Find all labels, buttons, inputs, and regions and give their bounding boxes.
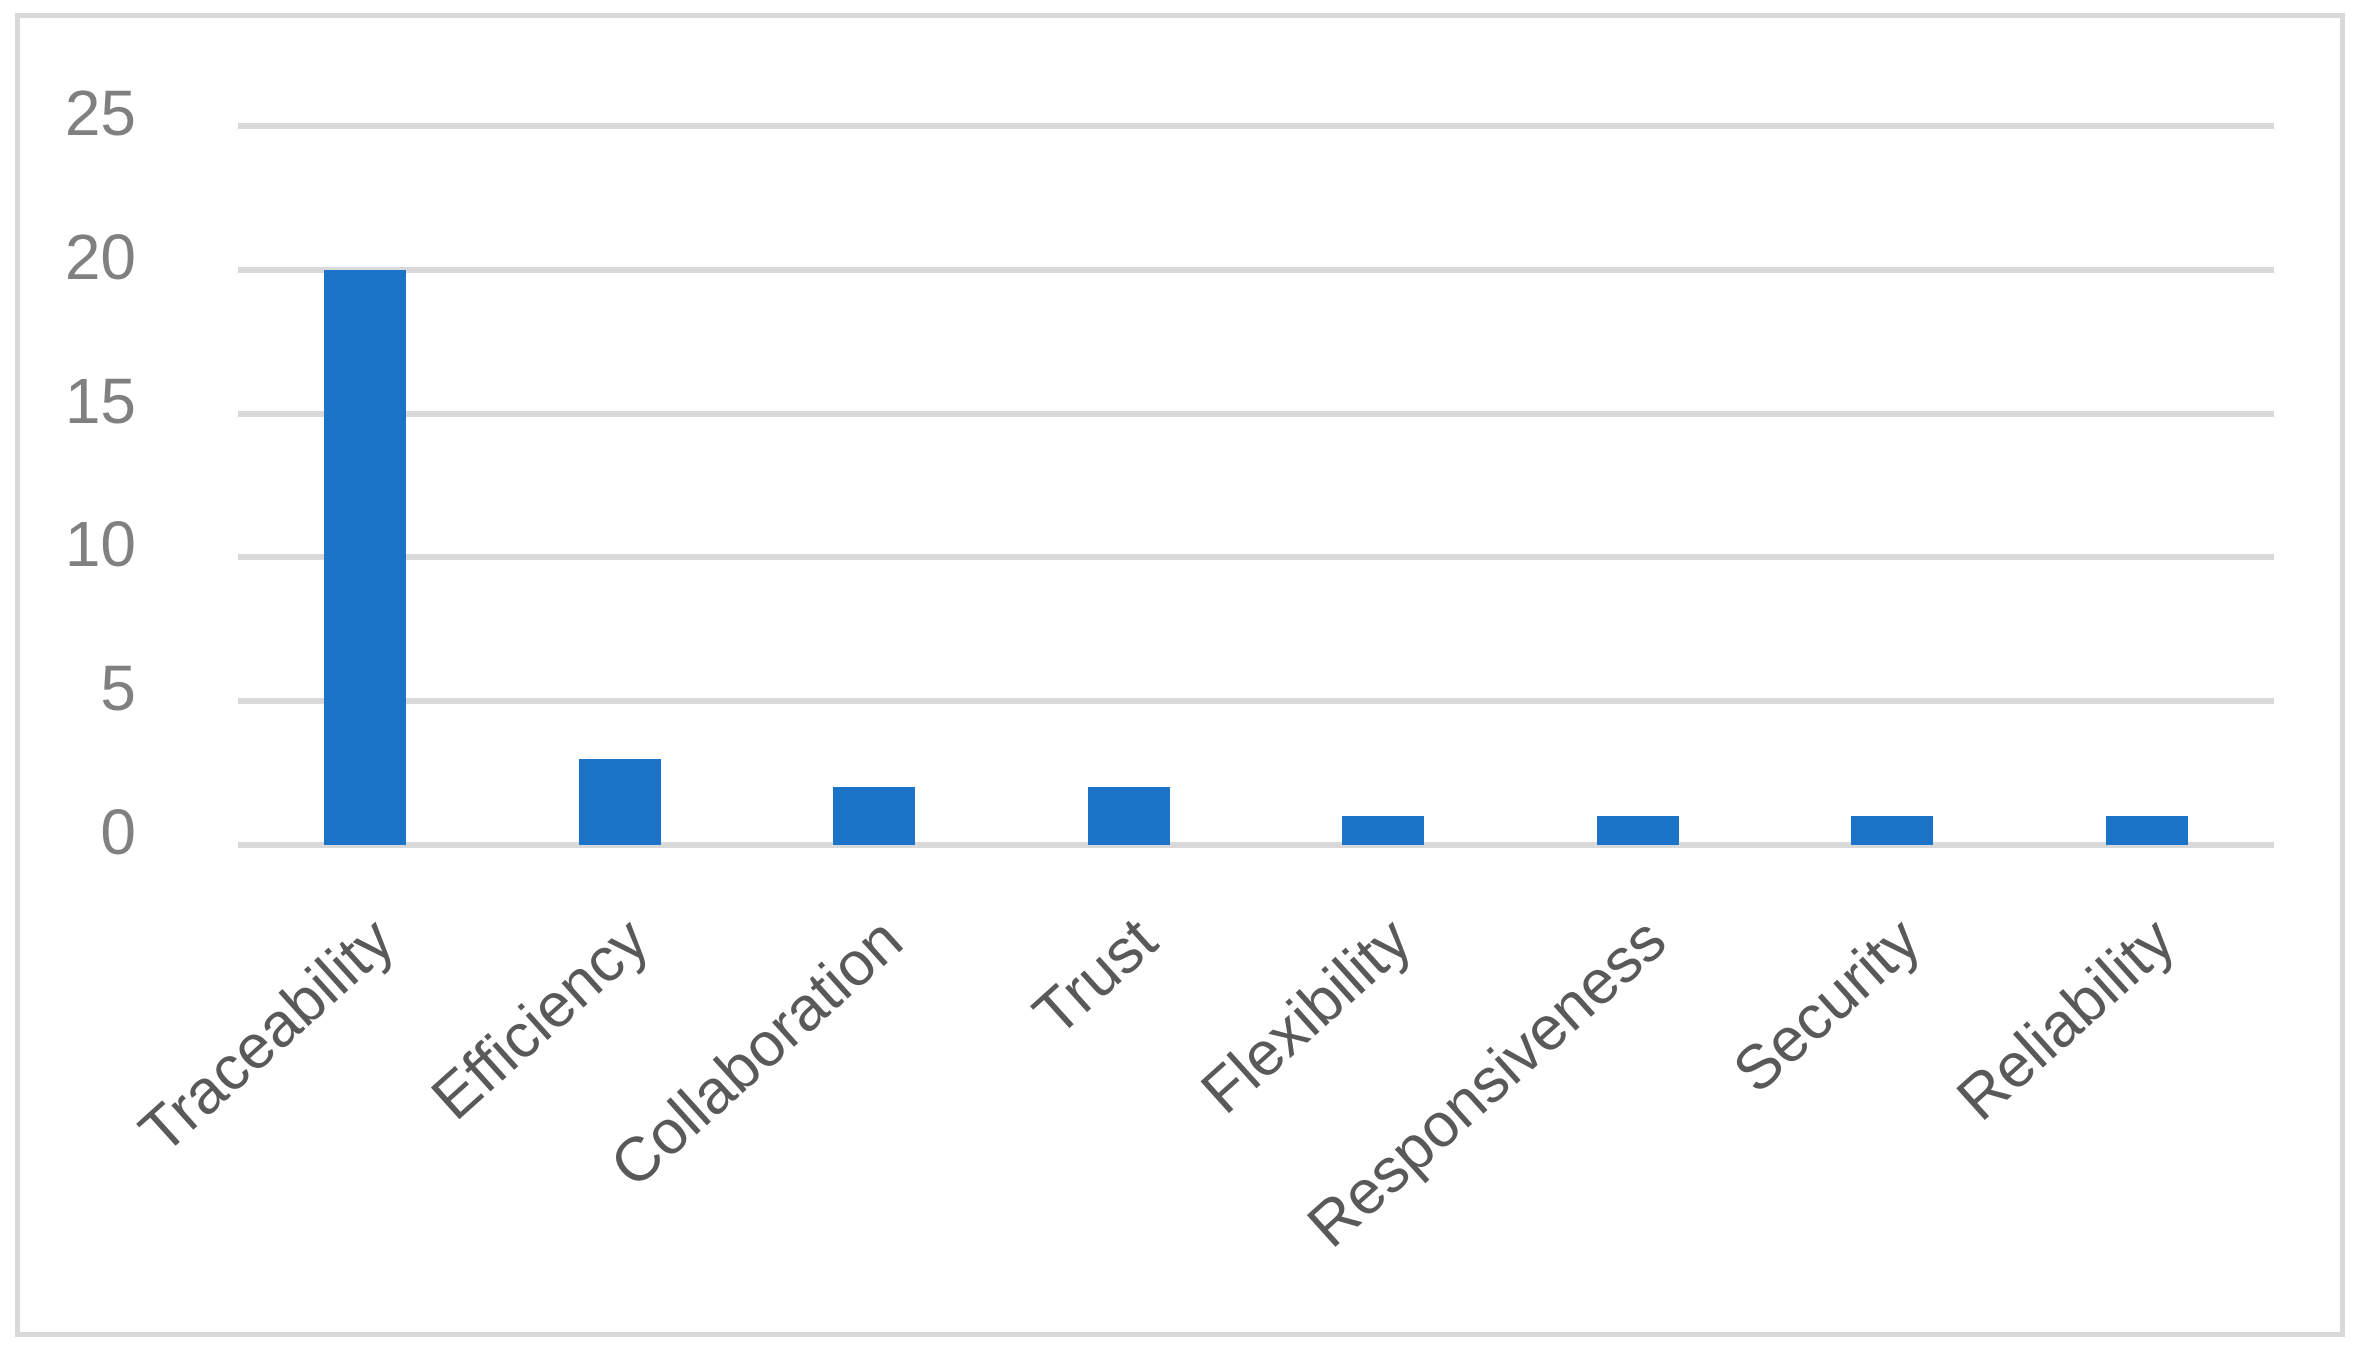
y-tick-label-25: 25	[64, 77, 136, 149]
bar-efficiency	[578, 758, 661, 845]
bar-security	[1851, 816, 1934, 845]
plot-area	[238, 123, 2274, 848]
bar-reliability	[2105, 816, 2188, 845]
y-tick-label-5: 5	[100, 652, 136, 725]
x-category-label-efficiency: Efficiency	[418, 905, 661, 1134]
y-tick-label-10: 10	[64, 508, 136, 581]
x-category-label-flexibility: Flexibility	[1188, 905, 1425, 1127]
y-tick-label-15: 15	[64, 364, 136, 437]
bar-responsiveness	[1596, 816, 1679, 845]
gridline-15	[238, 410, 2274, 417]
gridline-5	[238, 698, 2274, 705]
bar-flexibility	[1342, 816, 1425, 845]
chart-border: 0 5 10 15 20 25 Traceability Efficiency Collabo…	[15, 13, 2345, 1337]
y-tick-label-0: 0	[100, 796, 136, 868]
gridline-20	[238, 266, 2274, 273]
bar-trust	[1087, 787, 1170, 845]
x-category-label-trust: Trust	[1020, 905, 1170, 1050]
x-category-label-traceability: Traceability	[126, 905, 407, 1167]
gridline-10	[238, 554, 2274, 561]
y-tick-label-20: 20	[64, 220, 136, 293]
bar-collaboration	[833, 787, 916, 845]
bar-traceability	[324, 269, 407, 845]
x-axis-line	[238, 842, 2274, 848]
gridline-25	[238, 123, 2274, 129]
x-category-label-reliability: Reliability	[1944, 905, 2188, 1134]
x-category-label-security: Security	[1720, 905, 1934, 1107]
